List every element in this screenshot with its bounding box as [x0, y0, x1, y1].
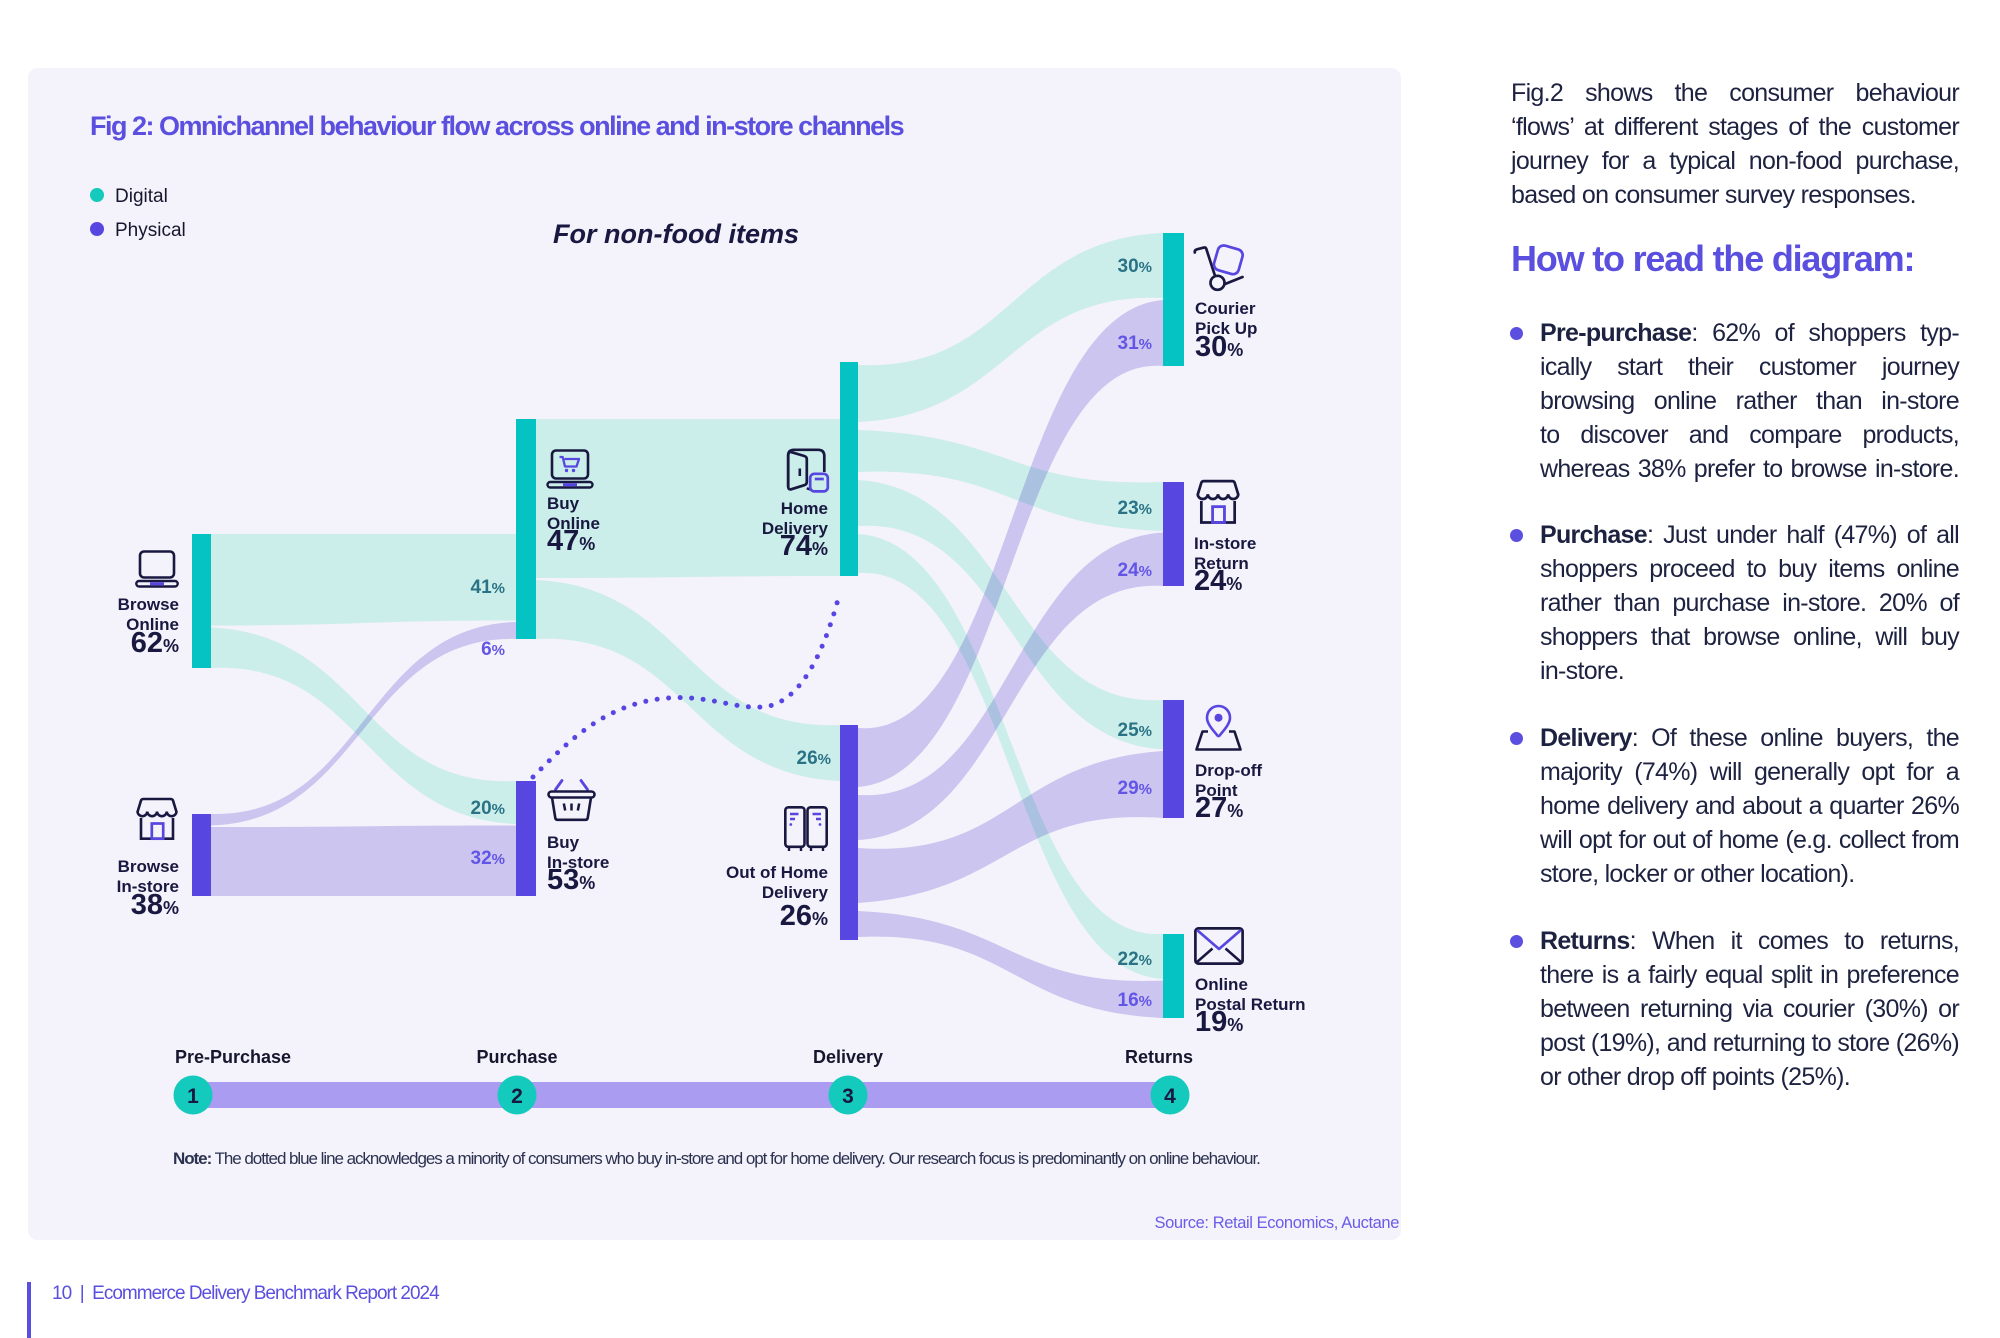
- svg-text:1: 1: [187, 1085, 199, 1108]
- svg-text:3: 3: [842, 1085, 854, 1108]
- svg-text:4: 4: [1164, 1085, 1176, 1108]
- svg-text:2: 2: [511, 1085, 523, 1108]
